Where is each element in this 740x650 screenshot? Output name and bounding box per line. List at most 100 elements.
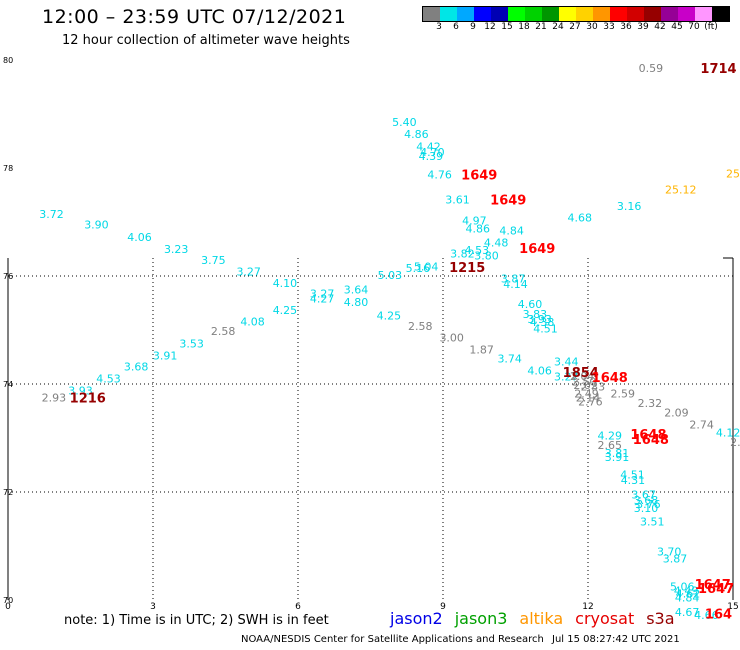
swh-label: 3.64 xyxy=(344,284,369,297)
legend-tick-label: 30 xyxy=(586,22,598,32)
legend-tick-label: 3 xyxy=(436,22,442,32)
y-tick-label: 76 xyxy=(3,272,13,281)
swh-label: 2.65 xyxy=(598,439,623,452)
swh-label: 2.32 xyxy=(638,397,663,410)
legend-swatch xyxy=(491,7,508,21)
swh-label: 4.08 xyxy=(240,315,265,328)
swh-label: 2.09 xyxy=(664,407,689,420)
satellite-legend-entry: cryosat xyxy=(575,609,635,628)
pass-time-label: 1649 xyxy=(490,193,526,208)
swh-label: 4.06 xyxy=(127,231,152,244)
swh-label: 4.25 xyxy=(377,309,402,322)
swh-label: 4.84 xyxy=(499,225,524,238)
map-title: 12:00 – 23:59 UTC 07/12/2021 xyxy=(42,6,347,28)
legend-swatch xyxy=(576,7,593,21)
swh-label: 2.93 xyxy=(42,392,67,405)
swh-label: 4.10 xyxy=(273,277,298,290)
legend-tick-label: 33 xyxy=(603,22,615,32)
swh-label: 4.86 xyxy=(404,128,429,141)
legend-tick-label: 24 xyxy=(552,22,564,32)
legend-swatch xyxy=(695,7,712,21)
legend-tick-label: 27 xyxy=(569,22,581,32)
x-tick-label: 3 xyxy=(150,602,156,612)
pass-time-label: 1648 xyxy=(630,428,666,443)
swh-label: 3.27 xyxy=(236,266,261,279)
satellite-legend-entry: jason3 xyxy=(454,609,508,628)
swh-label: 4.97 xyxy=(462,214,487,227)
legend-swatch xyxy=(542,7,559,21)
pass-time-label: 1714 xyxy=(700,62,736,77)
swh-label: 25.12 xyxy=(665,184,697,197)
color-scale-legend xyxy=(422,6,730,22)
map-subtitle: 12 hour collection of altimeter wave hei… xyxy=(62,33,350,48)
swh-label: 2.58 xyxy=(211,325,236,338)
swh-label: 2.14 xyxy=(576,392,601,405)
credit-text: NOAA/NESDIS Center for Satellite Applica… xyxy=(241,634,544,645)
swh-label: 4.38 xyxy=(530,316,555,329)
y-tick-label: 78 xyxy=(3,164,13,173)
legend-swatch xyxy=(474,7,491,21)
swh-label: 4.31 xyxy=(621,474,646,487)
swh-label: 3.53 xyxy=(179,338,204,351)
swh-label: 2. xyxy=(730,436,740,449)
swh-label: 4.06 xyxy=(527,365,552,378)
pass-time-label: 1648 xyxy=(592,371,628,386)
legend-tick-label: 6 xyxy=(453,22,459,32)
legend-swatch xyxy=(712,7,729,21)
x-tick-label: 0 xyxy=(5,602,11,612)
swh-label: 2.50 xyxy=(572,375,597,388)
pass-time-label: 1854 xyxy=(563,366,599,381)
swh-label: 2.76 xyxy=(578,395,603,408)
swh-label: 5.40 xyxy=(392,116,417,129)
swh-label: 2.58 xyxy=(408,320,433,333)
y-tick-label: 80 xyxy=(3,56,13,65)
swh-label: 5.06 xyxy=(670,581,695,594)
swh-label: 3.87 xyxy=(501,273,526,286)
legend-swatch xyxy=(644,7,661,21)
x-tick-label: 12 xyxy=(582,602,593,612)
swh-label: 5.03 xyxy=(378,269,403,282)
swh-label: 2.04 xyxy=(570,370,595,383)
pass-time-label: 1649 xyxy=(519,242,555,257)
swh-label: 4.51 xyxy=(533,322,558,335)
satellite-legend-entry: altika xyxy=(519,609,564,628)
swh-label: 4.53 xyxy=(96,373,121,386)
legend-swatch xyxy=(508,7,525,21)
legend-tick-label: 70 xyxy=(688,22,700,32)
legend-swatch xyxy=(678,7,695,21)
swh-label: 5.16 xyxy=(406,262,431,275)
swh-label: 4.60 xyxy=(518,298,543,311)
swh-label: 3.23 xyxy=(164,243,189,256)
y-tick-label: 74 xyxy=(3,380,13,389)
satellite-legend-entry: jason2 xyxy=(390,609,443,628)
pass-time-label: 1647 xyxy=(695,578,731,593)
swh-label: 4.86 xyxy=(466,222,491,235)
legend-swatch xyxy=(440,7,457,21)
swh-label: 4.39 xyxy=(419,150,444,163)
x-tick-label: 15 xyxy=(727,602,738,612)
swh-label: 3.83 xyxy=(523,308,548,321)
legend-tick-label: 39 xyxy=(637,22,649,32)
legend-tick-label: 15 xyxy=(501,22,513,32)
legend-swatch xyxy=(457,7,474,21)
swh-label: 3.74 xyxy=(497,353,522,366)
pass-time-label: 1649 xyxy=(461,168,497,183)
satellite-legend-entry: s3a xyxy=(646,609,675,628)
swh-label: 3.81 xyxy=(605,447,630,460)
swh-label: 4.48 xyxy=(484,237,509,250)
swh-label: 4.84 xyxy=(675,591,700,604)
swh-label: 4.68 xyxy=(568,212,593,225)
swh-label: 3.75 xyxy=(201,254,226,267)
swh-label: 4.14 xyxy=(503,278,528,291)
swh-label: 5.04 xyxy=(414,260,439,273)
swh-label: 3.90 xyxy=(84,219,109,232)
swh-label: 3.27 xyxy=(310,287,335,300)
swh-label: 3.93 xyxy=(68,384,93,397)
swh-label: 3.00 xyxy=(439,332,464,345)
swh-label: 4.29 xyxy=(598,429,623,442)
swh-label: 4.66 xyxy=(694,609,719,622)
legend-swatch xyxy=(610,7,627,21)
legend-swatch xyxy=(423,7,440,21)
pass-time-label: 1215 xyxy=(449,261,485,276)
legend-tick-label: (ft) xyxy=(704,22,718,32)
